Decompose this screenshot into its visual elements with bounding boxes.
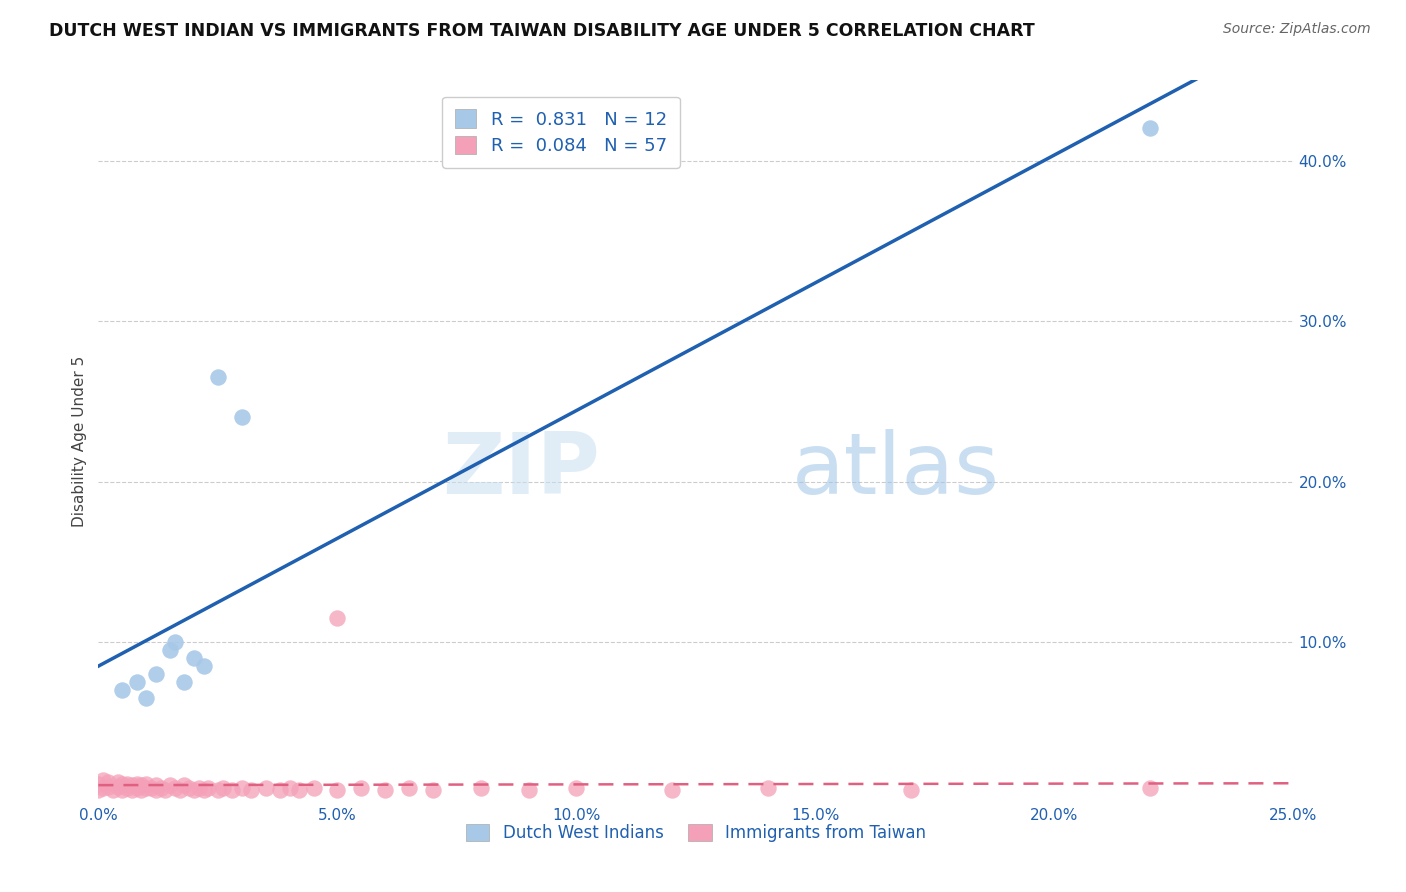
Point — [350, 781, 373, 796]
Point — [101, 783, 124, 797]
Point — [107, 780, 129, 794]
Point — [111, 783, 134, 797]
Point — [121, 783, 143, 797]
Point — [125, 781, 148, 796]
Point — [159, 643, 181, 657]
Point — [661, 783, 683, 797]
Point — [145, 667, 167, 681]
Text: Source: ZipAtlas.com: Source: ZipAtlas.com — [1223, 22, 1371, 37]
Text: atlas: atlas — [792, 429, 1000, 512]
Point — [115, 781, 138, 796]
Point — [179, 781, 201, 796]
Point — [135, 781, 157, 796]
Point — [231, 781, 253, 796]
Point — [211, 781, 233, 796]
Point — [1139, 121, 1161, 136]
Text: ZIP: ZIP — [443, 429, 600, 512]
Point — [183, 651, 205, 665]
Point — [326, 611, 349, 625]
Point — [240, 783, 263, 797]
Point — [231, 410, 253, 425]
Point — [111, 776, 134, 790]
Point — [470, 781, 492, 796]
Point — [163, 635, 186, 649]
Point — [169, 783, 191, 797]
Point — [173, 675, 195, 690]
Point — [131, 778, 153, 792]
Point — [193, 659, 215, 673]
Point — [1139, 781, 1161, 796]
Point — [374, 783, 396, 797]
Point — [254, 781, 277, 796]
Point — [207, 370, 229, 384]
Point — [197, 781, 219, 796]
Point — [278, 781, 301, 796]
Point — [269, 783, 291, 797]
Text: DUTCH WEST INDIAN VS IMMIGRANTS FROM TAIWAN DISABILITY AGE UNDER 5 CORRELATION C: DUTCH WEST INDIAN VS IMMIGRANTS FROM TAI… — [49, 22, 1035, 40]
Y-axis label: Disability Age Under 5: Disability Age Under 5 — [72, 356, 87, 527]
Point — [145, 778, 167, 792]
Point — [139, 781, 162, 796]
Point — [115, 776, 138, 790]
Point — [302, 781, 325, 796]
Point — [87, 783, 110, 797]
Point — [111, 683, 134, 698]
Point — [155, 783, 177, 797]
Point — [149, 781, 172, 796]
Legend: Dutch West Indians, Immigrants from Taiwan: Dutch West Indians, Immigrants from Taiw… — [456, 814, 936, 852]
Point — [107, 775, 129, 789]
Point — [221, 783, 243, 797]
Point — [97, 780, 120, 794]
Point — [288, 783, 311, 797]
Point — [163, 781, 186, 796]
Point — [91, 773, 114, 788]
Point — [398, 781, 420, 796]
Point — [173, 778, 195, 792]
Point — [207, 783, 229, 797]
Point — [517, 783, 540, 797]
Point — [91, 781, 114, 796]
Point — [422, 783, 444, 797]
Point — [183, 783, 205, 797]
Point — [145, 783, 167, 797]
Point — [131, 783, 153, 797]
Point — [756, 781, 779, 796]
Point — [193, 783, 215, 797]
Point — [135, 691, 157, 706]
Point — [87, 776, 110, 790]
Point — [125, 675, 148, 690]
Point — [135, 776, 157, 790]
Point — [159, 778, 181, 792]
Point — [125, 776, 148, 790]
Point — [121, 778, 143, 792]
Point — [900, 783, 922, 797]
Point — [187, 781, 209, 796]
Point — [565, 781, 588, 796]
Point — [97, 775, 120, 789]
Point — [326, 783, 349, 797]
